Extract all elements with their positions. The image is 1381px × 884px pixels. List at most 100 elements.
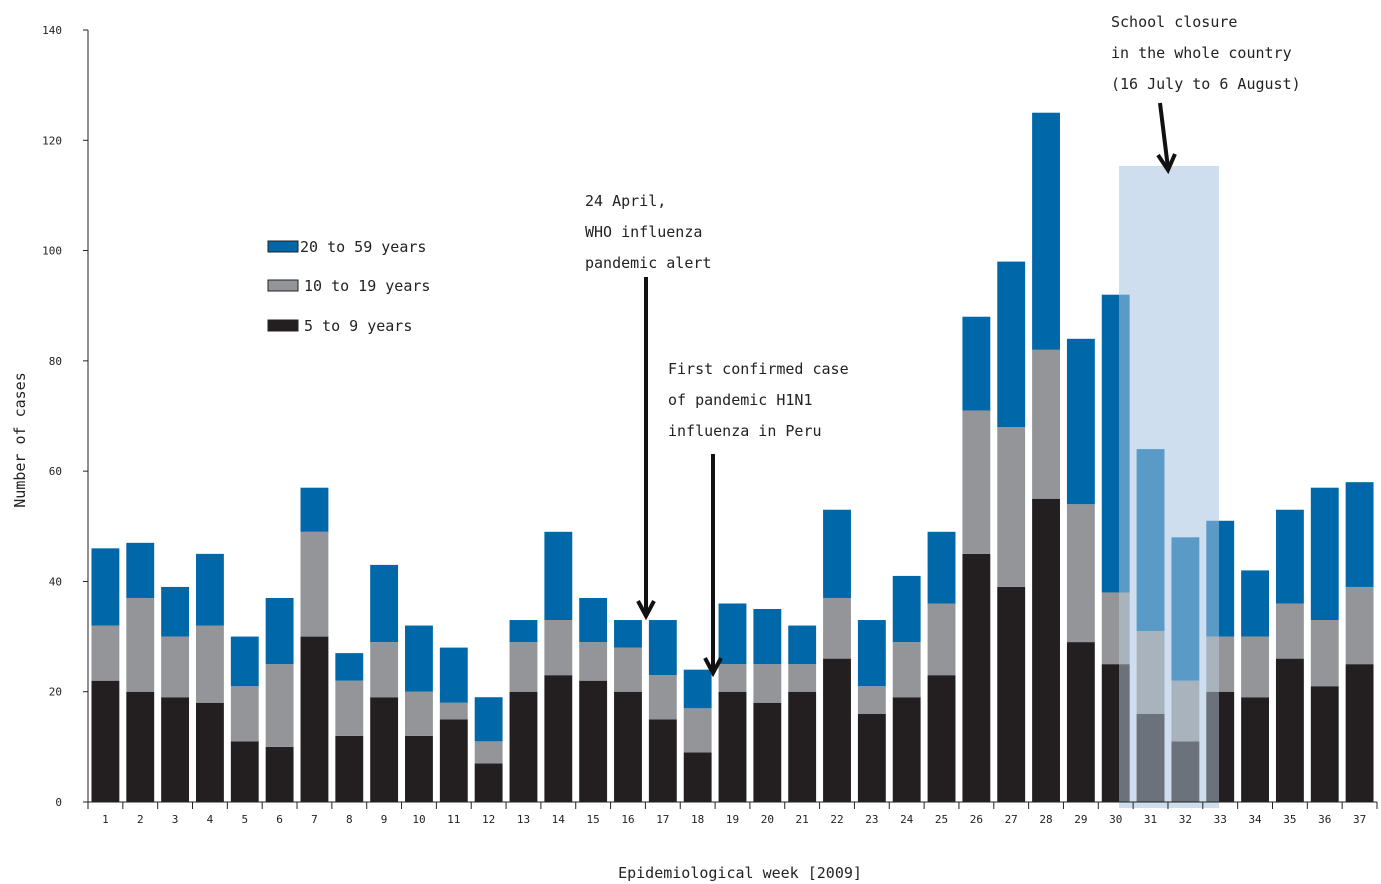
annotation-first-line-1: First confirmed case: [668, 360, 849, 378]
bar-week-26-series-0: [962, 553, 991, 802]
bar-week-17-series-1: [648, 675, 677, 720]
x-tick-label-week-31: 31: [1144, 813, 1157, 826]
x-tick-label-week-22: 22: [830, 813, 843, 826]
bar-week-7-series-0: [300, 636, 329, 802]
bar-week-1-series-1: [91, 625, 120, 681]
bar-week-25-series-0: [927, 675, 956, 802]
x-tick-label-week-24: 24: [900, 813, 914, 826]
legend-swatch-20-59: [267, 240, 299, 253]
annotation-first-arrowhead: [703, 657, 723, 678]
bar-week-2-series-0: [126, 691, 155, 802]
y-tick-label: 60: [49, 465, 62, 478]
bar-week-37-series-0: [1345, 664, 1374, 802]
x-tick-label-week-29: 29: [1074, 813, 1087, 826]
x-tick-label-week-9: 9: [381, 813, 388, 826]
x-tick-label-week-27: 27: [1005, 813, 1018, 826]
bar-week-26-series-2: [962, 316, 991, 411]
bar-week-8-series-1: [335, 680, 364, 736]
x-tick-label-week-2: 2: [137, 813, 144, 826]
bar-week-22-series-0: [823, 658, 851, 802]
bar-week-30-series-2: [1101, 294, 1130, 593]
x-tick-label-week-8: 8: [346, 813, 353, 826]
bar-week-23-series-0: [857, 713, 886, 802]
legend-label-10-19: 10 to 19 years: [304, 277, 430, 295]
x-tick-label-week-5: 5: [241, 813, 248, 826]
x-tick-label-week-37: 37: [1353, 813, 1366, 826]
bar-week-29-series-0: [1066, 642, 1095, 802]
bar-week-9-series-2: [370, 564, 399, 643]
annotation-school-closure: School closure in the whole country (16 …: [1111, 13, 1301, 175]
bar-week-16-series-1: [614, 647, 642, 692]
x-tick-label-week-16: 16: [621, 813, 634, 826]
bar-week-22-series-1: [823, 597, 851, 659]
bar-week-35-series-2: [1275, 509, 1304, 604]
x-tick-label-week-32: 32: [1179, 813, 1192, 826]
y-tick-label: 20: [49, 686, 62, 699]
legend-label-5-9: 5 to 9 years: [304, 317, 412, 335]
bar-week-6-series-1: [265, 664, 294, 747]
bar-week-10-series-2: [405, 625, 433, 692]
school-closure-highlight: [1119, 166, 1219, 808]
annotation-first-line-2: of pandemic H1N1: [668, 391, 813, 409]
y-tick-label: 40: [49, 575, 62, 588]
legend-swatch-10-19: [267, 279, 299, 292]
bar-week-37-series-2: [1345, 482, 1374, 587]
bar-week-27-series-2: [997, 261, 1026, 428]
annotation-who-line-1: 24 April,: [585, 192, 666, 210]
bar-week-28-series-2: [1032, 112, 1060, 350]
bar-week-12-series-2: [474, 697, 503, 742]
x-tick-label-week-11: 11: [447, 813, 460, 826]
bar-week-25-series-1: [927, 603, 956, 676]
x-tick-label-week-17: 17: [656, 813, 669, 826]
bar-week-32-series-1: [1171, 680, 1200, 742]
x-tick-label-week-14: 14: [552, 813, 566, 826]
annotation-school-line-3: (16 July to 6 August): [1111, 75, 1301, 93]
bar-week-5-series-1: [230, 686, 259, 742]
annotation-school-arrow: [1158, 102, 1170, 169]
x-tick-label-week-25: 25: [935, 813, 948, 826]
annotation-who-line-2: WHO influenza: [585, 223, 702, 241]
y-ticks: 0 20 40 60 80 100 120 140: [42, 24, 88, 809]
bar-week-26-series-1: [962, 410, 991, 554]
legend: 20 to 59 years 10 to 19 years 5 to 9 yea…: [267, 238, 430, 335]
bar-week-2-series-1: [126, 597, 155, 692]
bar-week-35-series-0: [1275, 658, 1304, 802]
bar-week-34-series-1: [1241, 636, 1269, 698]
annotation-who-arrowhead: [636, 600, 656, 621]
x-tick-label-week-26: 26: [970, 813, 983, 826]
bar-week-9-series-1: [370, 642, 399, 698]
bar-week-20-series-0: [753, 702, 782, 802]
bar-week-15-series-0: [579, 680, 608, 802]
bar-week-2-series-2: [126, 542, 155, 598]
bar-week-7-series-2: [300, 487, 329, 532]
bar-week-20-series-1: [753, 664, 782, 703]
bar-week-13-series-0: [509, 691, 538, 802]
x-tick-label-week-21: 21: [796, 813, 809, 826]
bar-week-19-series-1: [718, 664, 747, 692]
bar-week-1-series-0: [91, 680, 120, 802]
bar-week-3-series-0: [161, 697, 190, 802]
x-tick-label-week-3: 3: [172, 813, 179, 826]
bar-week-32-series-0: [1171, 741, 1200, 802]
bar-week-33-series-1: [1206, 636, 1235, 692]
bar-week-6-series-2: [265, 597, 294, 665]
bar-week-4-series-0: [196, 702, 224, 802]
x-tick-label-week-4: 4: [207, 813, 214, 826]
bar-week-5-series-0: [230, 741, 259, 802]
bar-week-29-series-2: [1066, 338, 1095, 505]
bar-week-31-series-0: [1136, 713, 1165, 802]
y-tick-label: 100: [42, 245, 62, 258]
bar-week-23-series-1: [857, 686, 886, 714]
bar-week-31-series-2: [1136, 449, 1165, 632]
bar-week-8-series-0: [335, 735, 364, 802]
y-tick-label: 140: [42, 24, 62, 37]
bar-week-24-series-0: [892, 697, 921, 802]
bar-week-33-series-2: [1206, 520, 1235, 637]
x-tick-label-week-10: 10: [412, 813, 425, 826]
bar-week-3-series-1: [161, 636, 190, 698]
bar-week-21-series-1: [788, 664, 817, 692]
y-axis-title: Number of cases: [11, 372, 29, 507]
x-axis-title: Epidemiological week [2009]: [618, 864, 862, 882]
bar-week-28-series-0: [1032, 498, 1060, 802]
